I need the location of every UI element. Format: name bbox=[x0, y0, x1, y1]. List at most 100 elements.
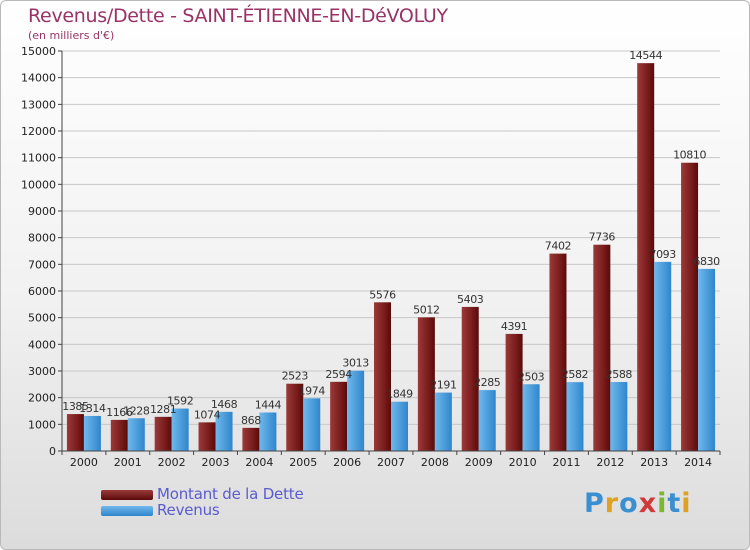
logo-letter: o bbox=[619, 488, 639, 519]
data-label-revenue: 1228 bbox=[123, 404, 150, 417]
bar-revenue bbox=[478, 390, 496, 451]
y-tick-label: 15000 bbox=[21, 45, 56, 58]
data-label-debt: 5012 bbox=[413, 303, 439, 316]
data-label-debt: 7736 bbox=[589, 231, 616, 244]
data-label-revenue: 1974 bbox=[299, 384, 326, 397]
y-tick-label: 7000 bbox=[28, 258, 56, 271]
logo-letter: r bbox=[604, 488, 620, 519]
bar-revenue bbox=[171, 408, 189, 451]
logo-letter: x bbox=[638, 488, 658, 519]
bar-revenue bbox=[698, 268, 716, 451]
bar-debt bbox=[286, 383, 304, 451]
data-label-revenue: 7093 bbox=[649, 248, 676, 261]
y-tick-label: 5000 bbox=[28, 312, 56, 325]
bar-debt bbox=[198, 422, 216, 451]
data-label-debt: 5576 bbox=[369, 288, 396, 301]
logo-letter: i bbox=[681, 488, 692, 519]
x-tick-label: 2002 bbox=[158, 456, 186, 469]
data-label-revenue: 1468 bbox=[211, 398, 238, 411]
x-tick-label: 2000 bbox=[70, 456, 98, 469]
x-tick-label: 2013 bbox=[640, 456, 668, 469]
y-tick-label: 10000 bbox=[21, 178, 56, 191]
data-label-revenue: 2588 bbox=[606, 368, 633, 381]
data-label-debt: 1281 bbox=[150, 403, 176, 416]
bar-debt bbox=[681, 162, 699, 451]
logo-letter: P bbox=[584, 488, 605, 519]
data-label-debt: 1385 bbox=[62, 400, 89, 413]
bar-revenue bbox=[654, 261, 672, 451]
data-label-debt: 14544 bbox=[629, 49, 662, 62]
y-tick-label: 3000 bbox=[28, 365, 56, 378]
bar-debt bbox=[505, 333, 523, 451]
x-tick-label: 2009 bbox=[465, 456, 493, 469]
bar-revenue bbox=[434, 392, 452, 451]
data-label-revenue: 2503 bbox=[518, 370, 545, 383]
bar-debt bbox=[330, 381, 348, 451]
bars bbox=[66, 63, 716, 451]
x-tick-label: 2008 bbox=[421, 456, 449, 469]
bar-revenue bbox=[303, 398, 321, 451]
data-label-revenue: 2191 bbox=[430, 379, 456, 392]
x-tick-label: 2004 bbox=[245, 456, 273, 469]
bar-revenue bbox=[83, 415, 101, 451]
legend-swatch-debt bbox=[101, 490, 153, 500]
logo-letter: t bbox=[667, 488, 682, 519]
bar-debt bbox=[637, 63, 655, 451]
legend-label-debt: Montant de la Dette bbox=[157, 485, 304, 503]
y-tick-label: 13000 bbox=[21, 98, 56, 111]
bar-revenue bbox=[391, 401, 408, 451]
axes: 0 1000 2000 3000 4000 5000 6000 7000 8000 9000 100… bbox=[21, 45, 721, 469]
bar-debt bbox=[242, 427, 260, 451]
data-label-revenue: 6830 bbox=[693, 255, 720, 268]
x-tick-label: 2005 bbox=[289, 456, 317, 469]
x-tick-label: 2010 bbox=[509, 456, 537, 469]
data-label-debt: 2523 bbox=[282, 370, 309, 383]
y-tick-label: 9000 bbox=[28, 205, 56, 218]
data-label-debt: 4391 bbox=[501, 320, 527, 333]
y-tick-label: 2000 bbox=[28, 392, 56, 405]
bar-revenue bbox=[522, 384, 540, 451]
x-tick-label: 2011 bbox=[552, 456, 580, 469]
data-label-revenue: 1592 bbox=[167, 395, 193, 408]
data-label-revenue: 1444 bbox=[255, 398, 282, 411]
data-label-revenue: 1314 bbox=[79, 402, 106, 415]
bar-revenue bbox=[566, 382, 584, 451]
data-label-debt: 7402 bbox=[545, 240, 571, 253]
x-tick-label: 2012 bbox=[596, 456, 624, 469]
data-label-debt: 1166 bbox=[106, 406, 133, 419]
bar-debt bbox=[461, 306, 479, 451]
x-tick-label: 2006 bbox=[333, 456, 361, 469]
y-tick-label: 1000 bbox=[28, 418, 56, 431]
bar-revenue bbox=[259, 412, 277, 451]
y-tick-label: 12000 bbox=[21, 125, 56, 138]
bar-debt bbox=[66, 414, 84, 451]
y-tick-label: 4000 bbox=[28, 338, 56, 351]
proxiti-logo: Proxiti bbox=[584, 488, 692, 519]
bar-debt bbox=[154, 416, 172, 451]
data-label-revenue: 3013 bbox=[342, 357, 369, 370]
data-label-revenue: 2582 bbox=[562, 368, 588, 381]
y-tick-label: 14000 bbox=[21, 72, 56, 85]
logo-letter: i bbox=[657, 488, 668, 519]
x-tick-label: 2003 bbox=[202, 456, 230, 469]
data-label-debt: 868 bbox=[241, 414, 261, 427]
y-tick-label: 0 bbox=[49, 445, 56, 458]
data-label-debt: 5403 bbox=[457, 293, 484, 306]
bar-debt bbox=[549, 253, 567, 451]
bar-revenue bbox=[127, 418, 145, 451]
x-tick-label: 2001 bbox=[114, 456, 142, 469]
chart-subtitle: (en milliers d'€) bbox=[28, 29, 115, 42]
y-tick-label: 8000 bbox=[28, 232, 56, 245]
data-label-revenue: 1849 bbox=[386, 388, 413, 401]
data-label-debt: 1074 bbox=[194, 408, 221, 421]
bar-debt bbox=[110, 419, 128, 451]
x-tick-label: 2007 bbox=[377, 456, 405, 469]
data-label-debt: 2594 bbox=[325, 368, 352, 381]
bar-revenue bbox=[347, 370, 365, 451]
bar-revenue bbox=[215, 411, 233, 451]
legend-swatch-revenue bbox=[101, 506, 153, 516]
y-tick-label: 6000 bbox=[28, 285, 56, 298]
data-label-revenue: 2285 bbox=[474, 376, 501, 389]
